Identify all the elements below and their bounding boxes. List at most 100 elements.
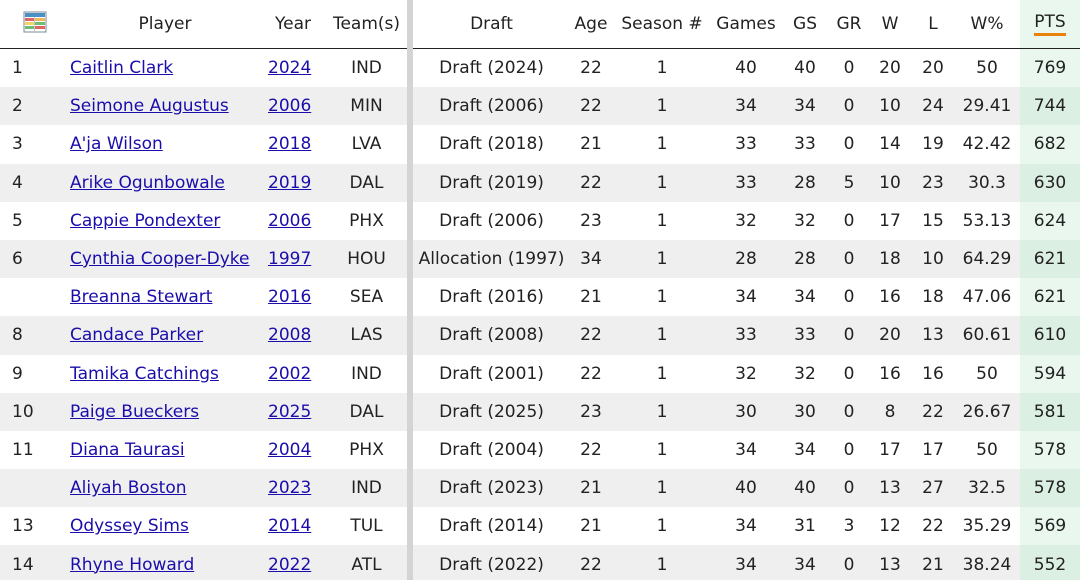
year-link[interactable]: 2002 bbox=[268, 363, 312, 384]
l-cell: 24 bbox=[912, 87, 954, 126]
header-games[interactable]: Games bbox=[712, 0, 780, 49]
gs-cell: 40 bbox=[794, 58, 816, 79]
player-link[interactable]: Tamika Catchings bbox=[70, 363, 219, 384]
year-link[interactable]: 2014 bbox=[268, 516, 312, 537]
games-cell: 34 bbox=[712, 87, 780, 126]
header-draft[interactable]: Draft bbox=[410, 0, 570, 49]
year-link[interactable]: 2023 bbox=[268, 478, 312, 499]
table-body: 1 Caitlin Clark 2024 IND Draft (2024) 22 1 40 40… bbox=[0, 48, 1080, 580]
season-cell: 1 bbox=[656, 287, 668, 308]
team-cell: LAS bbox=[326, 316, 413, 355]
year-link[interactable]: 1997 bbox=[268, 249, 312, 270]
year-link[interactable]: 2004 bbox=[268, 439, 312, 460]
gr-cell: 0 bbox=[843, 210, 855, 231]
year-link[interactable]: 2016 bbox=[268, 287, 312, 308]
age-cell: 34 bbox=[570, 239, 612, 279]
header-gr[interactable]: GR bbox=[830, 0, 868, 49]
gs-cell: 34 bbox=[794, 439, 816, 460]
player-link[interactable]: Rhyne Howard bbox=[70, 554, 195, 575]
table-settings-icon[interactable] bbox=[23, 11, 47, 38]
pts-cell: 569 bbox=[1020, 507, 1080, 546]
year-link[interactable]: 2025 bbox=[268, 401, 312, 422]
year-link[interactable]: 2008 bbox=[268, 325, 312, 346]
table-row: Aliyah Boston 2023 IND Draft (2023) 21 1 40 40 0… bbox=[0, 469, 1080, 508]
games-cell: 33 bbox=[735, 134, 757, 155]
player-cell: Candace Parker bbox=[70, 316, 260, 355]
year-link[interactable]: 2022 bbox=[268, 554, 312, 575]
year-link[interactable]: 2006 bbox=[268, 96, 312, 117]
player-link[interactable]: Cynthia Cooper-Dyke bbox=[70, 249, 250, 270]
team-cell: LVA bbox=[326, 125, 413, 164]
gs-cell: 32 bbox=[794, 210, 816, 231]
rank-cell: 9 bbox=[12, 363, 23, 384]
draft-cell: Draft (2016) bbox=[439, 287, 544, 308]
player-link[interactable]: Paige Bueckers bbox=[70, 401, 200, 422]
team-cell: PHX bbox=[326, 201, 413, 240]
wpct-cell: 64.29 bbox=[954, 239, 1020, 279]
year-link[interactable]: 2018 bbox=[268, 134, 312, 155]
year-link[interactable]: 2019 bbox=[268, 172, 312, 193]
player-cell: Cappie Pondexter bbox=[70, 202, 260, 240]
column-settings-header[interactable] bbox=[0, 0, 70, 49]
header-pts[interactable]: PTS bbox=[1020, 0, 1080, 49]
header-gs[interactable]: GS bbox=[780, 0, 830, 49]
player-cell: Arike Ogunbowale bbox=[70, 163, 260, 202]
gr-cell: 3 bbox=[843, 516, 855, 537]
season-cell: 1 bbox=[656, 210, 668, 231]
year-link[interactable]: 2024 bbox=[268, 58, 312, 79]
player-link[interactable]: A'ja Wilson bbox=[70, 134, 163, 155]
draft-cell: Draft (2006) bbox=[439, 210, 544, 231]
w-cell: 13 bbox=[868, 469, 912, 508]
player-link[interactable]: Seimone Augustus bbox=[70, 96, 229, 117]
table-row: 10 Paige Bueckers 2025 DAL Draft (2025) 23 1 30… bbox=[0, 392, 1080, 431]
player-link[interactable]: Arike Ogunbowale bbox=[70, 172, 225, 193]
rank-cell bbox=[0, 278, 70, 316]
draft-cell: Draft (2001) bbox=[439, 363, 544, 384]
header-wpct[interactable]: W% bbox=[954, 0, 1020, 49]
header-player[interactable]: Player bbox=[70, 0, 260, 49]
team-cell: IND bbox=[326, 469, 413, 508]
w-cell: 17 bbox=[879, 439, 901, 460]
l-cell: 13 bbox=[912, 316, 954, 355]
year-link[interactable]: 2006 bbox=[268, 210, 312, 231]
player-link[interactable]: Cappie Pondexter bbox=[70, 210, 221, 231]
player-link[interactable]: Caitlin Clark bbox=[70, 58, 174, 79]
player-cell: Caitlin Clark bbox=[70, 49, 260, 88]
player-cell: Cynthia Cooper-Dyke bbox=[70, 239, 260, 279]
player-cell: Odyssey Sims bbox=[70, 507, 260, 545]
draft-cell: Draft (2025) bbox=[410, 392, 570, 431]
draft-cell: Draft (2014) bbox=[439, 516, 544, 537]
pts-cell: 578 bbox=[1020, 469, 1080, 508]
player-link[interactable]: Aliyah Boston bbox=[70, 478, 187, 499]
header-season[interactable]: Season # bbox=[612, 0, 712, 49]
age-cell: 23 bbox=[570, 392, 612, 431]
player-link[interactable]: Odyssey Sims bbox=[70, 516, 189, 537]
wpct-cell: 30.3 bbox=[954, 163, 1020, 202]
draft-cell: Draft (2008) bbox=[410, 316, 570, 355]
table-row: Breanna Stewart 2016 SEA Draft (2016) 21 1 34 3… bbox=[0, 278, 1080, 317]
wpct-cell: 60.61 bbox=[954, 316, 1020, 355]
header-year[interactable]: Year bbox=[260, 0, 326, 49]
header-age[interactable]: Age bbox=[570, 0, 612, 49]
table-row: 9 Tamika Catchings 2002 IND Draft (2001) 22 1 3… bbox=[0, 354, 1080, 393]
games-cell: 33 bbox=[712, 316, 780, 355]
header-w[interactable]: W bbox=[868, 0, 912, 49]
gs-cell: 34 bbox=[780, 87, 830, 126]
player-link[interactable]: Breanna Stewart bbox=[70, 287, 213, 308]
rank-cell: 1 bbox=[12, 58, 23, 79]
year-cell: 2014 bbox=[260, 507, 326, 545]
team-cell: TUL bbox=[326, 507, 413, 546]
pts-cell: 621 bbox=[1020, 239, 1080, 279]
header-teams[interactable]: Team(s) bbox=[326, 0, 413, 49]
header-l[interactable]: L bbox=[912, 0, 954, 49]
pts-cell: 630 bbox=[1020, 163, 1080, 202]
pts-cell: 744 bbox=[1020, 87, 1080, 126]
player-link[interactable]: Candace Parker bbox=[70, 325, 204, 346]
rank-cell bbox=[0, 469, 70, 508]
player-link[interactable]: Diana Taurasi bbox=[70, 439, 185, 460]
gs-cell: 28 bbox=[780, 163, 830, 202]
gs-cell: 33 bbox=[780, 316, 830, 355]
team-cell: DAL bbox=[326, 163, 413, 202]
draft-cell: Draft (2024) bbox=[439, 58, 544, 79]
player-cell: Breanna Stewart bbox=[70, 278, 260, 316]
